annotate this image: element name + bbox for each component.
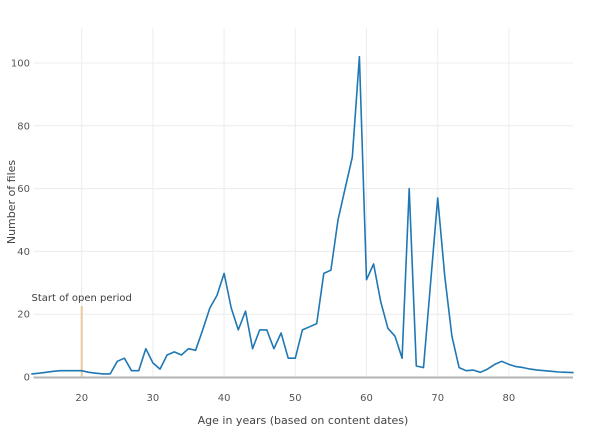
y-tick-label-60: 60: [17, 184, 30, 195]
x-tick-label-60: 60: [360, 393, 373, 404]
x-tick-label-80: 80: [503, 393, 516, 404]
x-axis-title: Age in years (based on content dates): [198, 414, 409, 427]
data-series-line: [31, 55, 574, 375]
y-tick-label-100: 100: [11, 59, 30, 70]
x-tick-label-30: 30: [147, 393, 160, 404]
y-tick-label-0: 0: [24, 373, 30, 384]
x-tick-label-40: 40: [218, 393, 231, 404]
x-tick-label-20: 20: [75, 393, 88, 404]
horizontal-gridlines: [33, 62, 573, 315]
y-axis-title: Number of files: [5, 160, 18, 245]
x-axis-tick-labels: 20 30 40 50 60 70 80: [75, 393, 515, 404]
x-tick-label-50: 50: [289, 393, 302, 404]
y-tick-label-80: 80: [17, 121, 30, 132]
open-period-annotation: Start of open period: [31, 293, 131, 304]
x-tick-label-70: 70: [431, 393, 444, 404]
y-axis-tick-labels: 0 20 40 60 80 100: [11, 59, 30, 384]
y-tick-label-40: 40: [17, 247, 30, 258]
y-tick-label-20: 20: [17, 310, 30, 321]
